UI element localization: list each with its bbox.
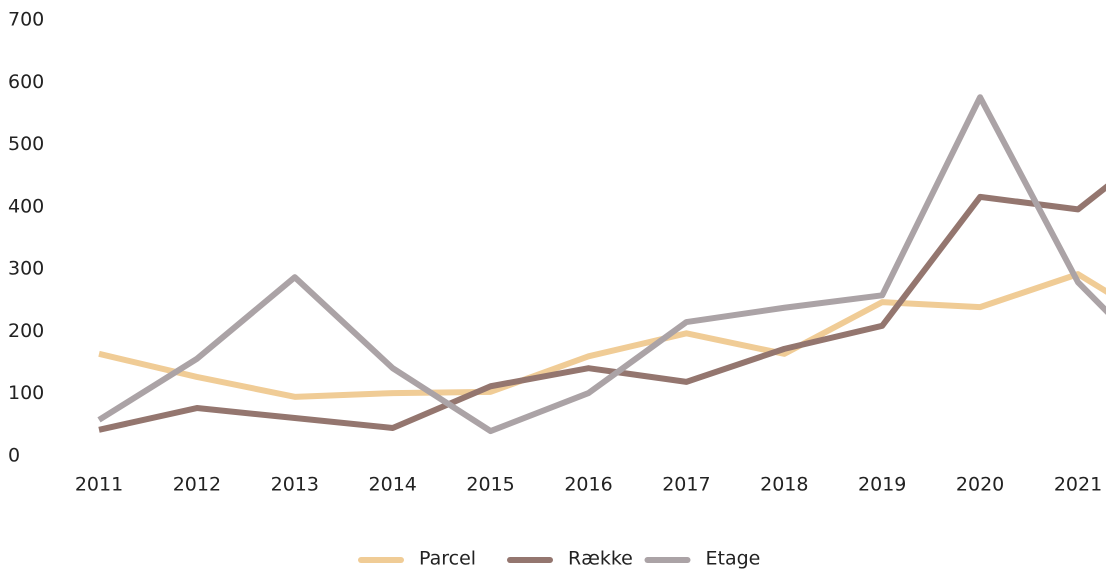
y-tick-label: 300 [8,258,44,280]
x-tick-label: 2018 [760,474,808,496]
y-tick-label: 200 [8,320,44,342]
x-tick-label: 2013 [271,474,319,496]
legend: Parcel Række Etage [358,548,761,570]
x-tick-label: 2015 [466,474,514,496]
x-tick-label: 2011 [75,474,123,496]
x-tick-label: 2021 [1054,474,1102,496]
x-tick-label: 2019 [858,474,906,496]
x-tick-label: 2012 [173,474,221,496]
series-line [97,94,1106,435]
x-tick-label: 2016 [564,474,612,496]
y-tick-label: 500 [8,133,44,155]
series-line [98,271,1106,400]
x-tick-label: 2014 [369,474,417,496]
x-tick-label: 2017 [662,474,710,496]
y-tick-label: 0 [8,445,20,467]
y-tick-label: 100 [8,382,44,404]
y-tick-label: 700 [8,9,44,31]
y-tick-label: 600 [8,71,44,93]
legend-label: Række [568,548,633,570]
legend-label: Etage [706,548,761,570]
legend-label: Parcel [419,548,476,570]
series-line [98,183,1106,433]
y-tick-label: 400 [8,195,44,217]
x-tick-label: 2020 [956,474,1004,496]
